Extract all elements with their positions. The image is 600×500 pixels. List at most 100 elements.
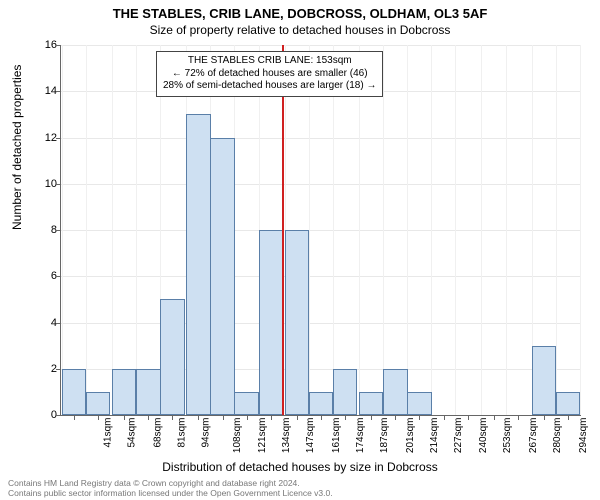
- annotation-box: THE STABLES CRIB LANE: 153sqm ← 72% of d…: [156, 51, 383, 97]
- x-tick-mark: [544, 415, 545, 420]
- histogram-bar: [333, 369, 358, 415]
- histogram-bar: [556, 392, 581, 415]
- annotation-line-2: ← 72% of detached houses are smaller (46…: [163, 68, 376, 81]
- annotation-line-1: THE STABLES CRIB LANE: 153sqm: [163, 55, 376, 68]
- x-tick-label: 161sqm: [331, 418, 342, 454]
- histogram-bar: [407, 392, 432, 415]
- gridline-v: [481, 45, 482, 415]
- x-tick-label: 174sqm: [355, 418, 366, 454]
- x-tick-label: 227sqm: [454, 418, 465, 454]
- histogram-plot: THE STABLES CRIB LANE: 153sqm ← 72% of d…: [60, 45, 581, 416]
- x-tick-mark: [321, 415, 322, 420]
- x-tick-mark: [419, 415, 420, 420]
- y-tick-mark: [56, 91, 61, 92]
- x-tick-mark: [444, 415, 445, 420]
- x-tick-label: 280sqm: [552, 418, 563, 454]
- histogram-bar: [259, 230, 284, 415]
- annotation-line-3: 28% of semi-detached houses are larger (…: [163, 80, 376, 93]
- footer-line-2: Contains public sector information licen…: [8, 489, 333, 498]
- y-tick-mark: [56, 184, 61, 185]
- x-tick-label: 108sqm: [233, 418, 244, 454]
- histogram-bar: [86, 392, 111, 415]
- x-tick-label: 187sqm: [379, 418, 390, 454]
- gridline-h: [61, 323, 581, 324]
- y-axis-label: Number of detached properties: [10, 65, 24, 230]
- gridline-h: [61, 45, 581, 46]
- y-tick-label: 2: [33, 363, 57, 375]
- gridline-v: [86, 45, 87, 415]
- histogram-bar: [186, 114, 211, 415]
- histogram-bar: [234, 392, 259, 415]
- gridline-h: [61, 276, 581, 277]
- x-tick-label: 267sqm: [528, 418, 539, 454]
- gridline-v: [580, 45, 581, 415]
- histogram-bar: [532, 346, 557, 415]
- x-tick-label: 253sqm: [502, 418, 513, 454]
- histogram-bar: [383, 369, 408, 415]
- gridline-v: [506, 45, 507, 415]
- y-tick-label: 16: [33, 39, 57, 51]
- x-tick-mark: [395, 415, 396, 420]
- gridline-v: [62, 45, 63, 415]
- x-tick-label: 41sqm: [103, 418, 114, 448]
- x-tick-mark: [494, 415, 495, 420]
- histogram-bar: [309, 392, 334, 415]
- x-tick-label: 68sqm: [153, 418, 164, 448]
- x-tick-mark: [568, 415, 569, 420]
- histogram-bar: [136, 369, 161, 415]
- x-tick-label: 94sqm: [201, 418, 212, 448]
- y-tick-mark: [56, 369, 61, 370]
- histogram-bar: [285, 230, 310, 415]
- histogram-bar: [359, 392, 384, 415]
- gridline-v: [431, 45, 432, 415]
- reference-line: [282, 45, 284, 415]
- y-tick-mark: [56, 415, 61, 416]
- x-tick-mark: [223, 415, 224, 420]
- x-tick-mark: [468, 415, 469, 420]
- x-tick-mark: [518, 415, 519, 420]
- x-tick-mark: [371, 415, 372, 420]
- y-tick-mark: [56, 45, 61, 46]
- x-tick-mark: [172, 415, 173, 420]
- gridline-v: [333, 45, 334, 415]
- x-tick-mark: [124, 415, 125, 420]
- x-tick-label: 121sqm: [257, 418, 268, 454]
- chart-title-sub: Size of property relative to detached ho…: [0, 21, 600, 37]
- chart-title-main: THE STABLES, CRIB LANE, DOBCROSS, OLDHAM…: [0, 0, 600, 21]
- gridline-v: [455, 45, 456, 415]
- y-tick-mark: [56, 138, 61, 139]
- footer-attribution: Contains HM Land Registry data © Crown c…: [8, 479, 333, 498]
- x-tick-label: 134sqm: [281, 418, 292, 454]
- y-tick-label: 12: [33, 132, 57, 144]
- gridline-h: [61, 138, 581, 139]
- histogram-bar: [210, 138, 235, 416]
- x-tick-label: 201sqm: [405, 418, 416, 454]
- gridline-v: [136, 45, 137, 415]
- x-tick-label: 54sqm: [127, 418, 138, 448]
- gridline-h: [61, 184, 581, 185]
- gridline-v: [112, 45, 113, 415]
- y-tick-mark: [56, 230, 61, 231]
- gridline-v: [359, 45, 360, 415]
- x-tick-mark: [98, 415, 99, 420]
- y-tick-label: 4: [33, 317, 57, 329]
- x-tick-mark: [345, 415, 346, 420]
- y-tick-label: 10: [33, 178, 57, 190]
- y-tick-mark: [56, 323, 61, 324]
- x-tick-label: 240sqm: [478, 418, 489, 454]
- y-tick-label: 0: [33, 409, 57, 421]
- x-tick-label: 294sqm: [578, 418, 589, 454]
- gridline-h: [61, 230, 581, 231]
- histogram-bar: [112, 369, 137, 415]
- x-tick-mark: [247, 415, 248, 420]
- gridline-v: [407, 45, 408, 415]
- x-tick-mark: [271, 415, 272, 420]
- x-tick-label: 81sqm: [177, 418, 188, 448]
- x-axis-label: Distribution of detached houses by size …: [0, 460, 600, 474]
- x-tick-label: 214sqm: [429, 418, 440, 454]
- x-tick-mark: [198, 415, 199, 420]
- y-tick-mark: [56, 276, 61, 277]
- x-tick-label: 147sqm: [305, 418, 316, 454]
- gridline-v: [383, 45, 384, 415]
- x-tick-mark: [74, 415, 75, 420]
